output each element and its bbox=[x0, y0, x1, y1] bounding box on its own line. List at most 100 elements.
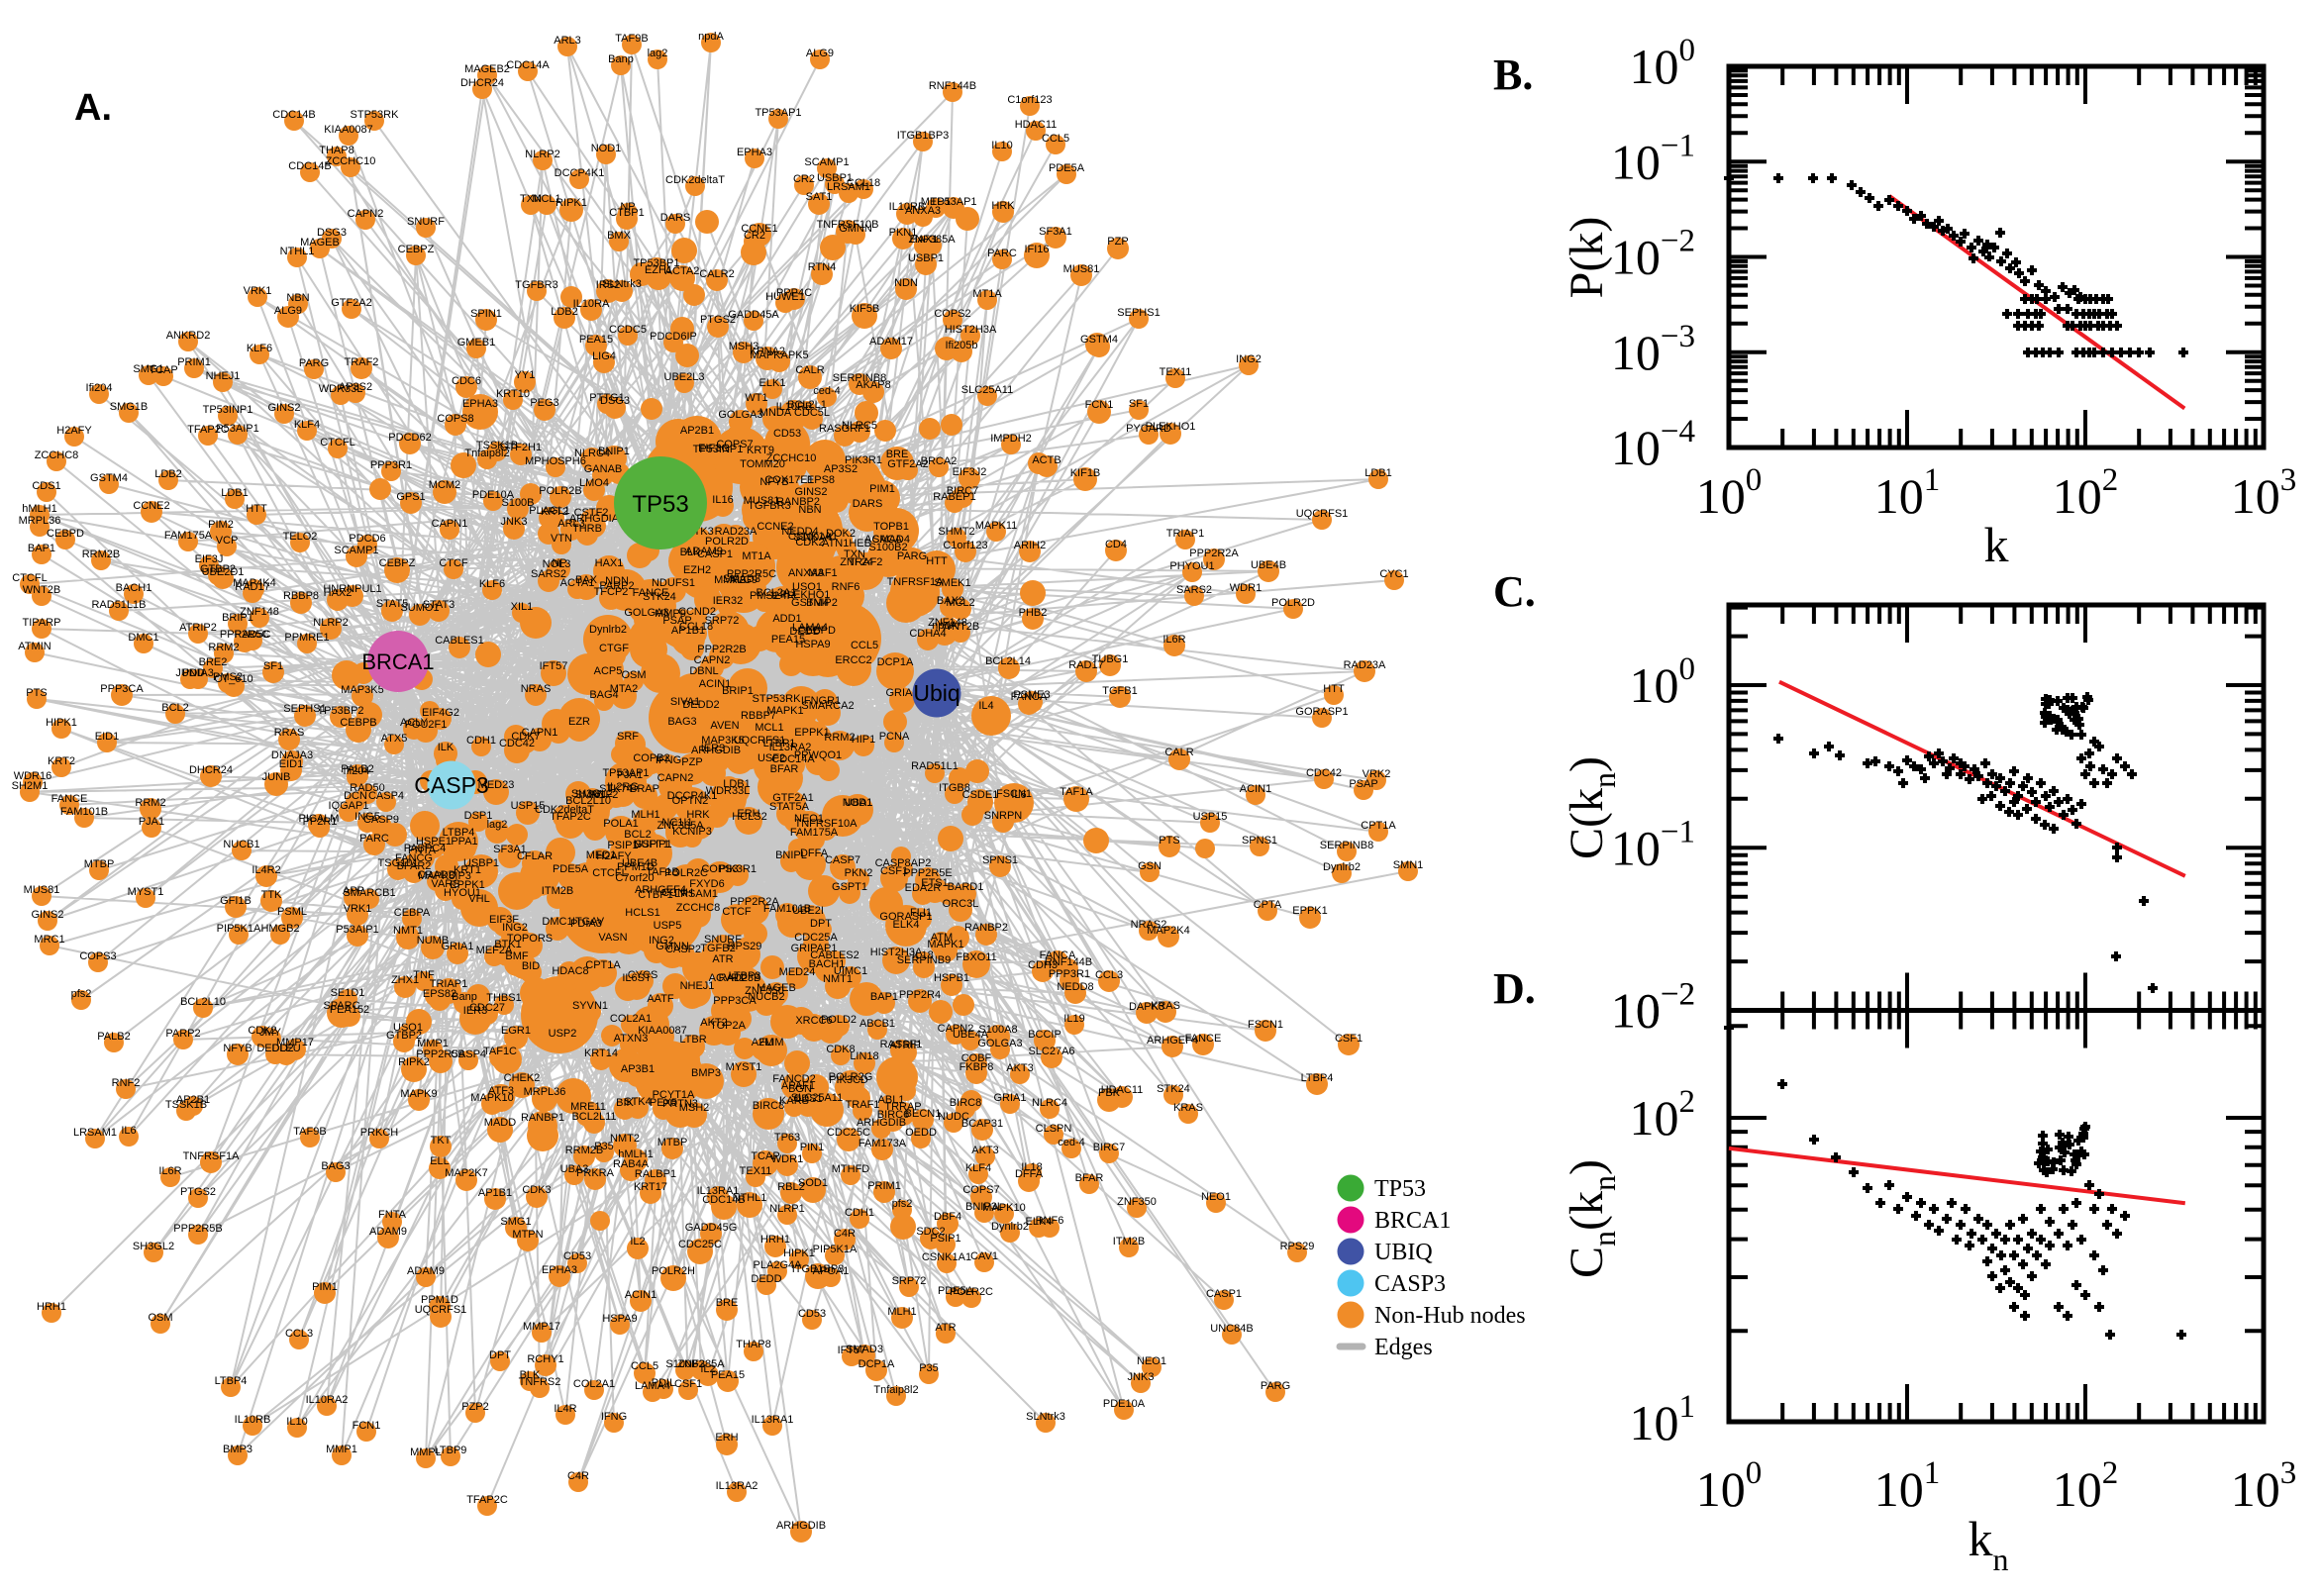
svg-text:A2M: A2M bbox=[752, 1037, 774, 1048]
svg-text:CDK2deltaT: CDK2deltaT bbox=[535, 804, 594, 816]
svg-text:EPPK1: EPPK1 bbox=[1292, 905, 1327, 917]
svg-text:UQCRFS1: UQCRFS1 bbox=[734, 735, 786, 747]
svg-text:PMS2: PMS2 bbox=[750, 590, 779, 602]
svg-text:SMN1: SMN1 bbox=[1393, 859, 1424, 871]
svg-text:MEF2A: MEF2A bbox=[476, 945, 513, 956]
svg-text:BAP1: BAP1 bbox=[870, 991, 898, 1003]
svg-text:PALB2: PALB2 bbox=[341, 763, 373, 775]
svg-text:ANXA3: ANXA3 bbox=[788, 567, 824, 579]
svg-text:PSAP: PSAP bbox=[1349, 778, 1377, 790]
svg-text:ZNF385A: ZNF385A bbox=[677, 1358, 725, 1370]
svg-text:SRF: SRF bbox=[617, 731, 639, 743]
svg-text:GTBP2: GTBP2 bbox=[386, 1030, 422, 1042]
svg-text:CAPN1: CAPN1 bbox=[432, 518, 468, 530]
svg-text:IL4: IL4 bbox=[978, 700, 993, 712]
svg-text:EPHA3: EPHA3 bbox=[737, 147, 772, 158]
svg-text:WNT2B: WNT2B bbox=[942, 621, 980, 633]
svg-text:LDB1: LDB1 bbox=[1364, 467, 1392, 479]
svg-text:BCL2A1: BCL2A1 bbox=[757, 587, 797, 599]
svg-text:npdA: npdA bbox=[698, 31, 724, 43]
svg-text:P35: P35 bbox=[919, 1362, 939, 1374]
svg-text:USO1: USO1 bbox=[792, 581, 822, 593]
svg-text:ADAM9: ADAM9 bbox=[369, 1226, 407, 1238]
svg-text:TNFRSF10A: TNFRSF10A bbox=[795, 818, 858, 830]
svg-text:FANCD2: FANCD2 bbox=[772, 1073, 815, 1085]
svg-text:MLH1: MLH1 bbox=[631, 809, 659, 821]
svg-text:CSF1: CSF1 bbox=[674, 1378, 702, 1390]
svg-text:KPNA2: KPNA2 bbox=[750, 346, 785, 357]
svg-text:VHL: VHL bbox=[468, 893, 489, 905]
svg-text:NHEJ1: NHEJ1 bbox=[206, 370, 241, 382]
svg-text:CDHA4: CDHA4 bbox=[909, 628, 946, 640]
svg-text:FANCA: FANCA bbox=[1040, 949, 1076, 961]
svg-text:GMNN: GMNN bbox=[839, 223, 872, 235]
svg-text:10−2: 10−2 bbox=[1611, 977, 1695, 1039]
svg-text:LMO4: LMO4 bbox=[579, 477, 609, 489]
svg-text:VASN: VASN bbox=[598, 932, 627, 944]
svg-text:BACH1: BACH1 bbox=[809, 958, 846, 970]
svg-text:LIN18: LIN18 bbox=[850, 1050, 878, 1062]
svg-text:Dynlrb2: Dynlrb2 bbox=[991, 1221, 1029, 1233]
svg-text:UQCRFS1: UQCRFS1 bbox=[415, 1304, 467, 1316]
svg-text:UBE4B: UBE4B bbox=[622, 857, 657, 869]
svg-text:CPT1A: CPT1A bbox=[585, 959, 621, 971]
svg-text:PJA1: PJA1 bbox=[617, 769, 643, 781]
svg-text:BCL2L1: BCL2L1 bbox=[787, 399, 827, 411]
svg-text:ETS1: ETS1 bbox=[921, 877, 949, 889]
svg-text:IL2RG: IL2RG bbox=[607, 781, 639, 793]
svg-text:GANAB: GANAB bbox=[584, 463, 623, 475]
svg-text:NUFIP1: NUFIP1 bbox=[633, 839, 671, 850]
svg-text:ATR: ATR bbox=[935, 1322, 956, 1334]
svg-text:ZNF148: ZNF148 bbox=[240, 606, 279, 618]
svg-text:GRIA2: GRIA2 bbox=[885, 687, 918, 699]
svg-text:ILK: ILK bbox=[438, 742, 454, 753]
svg-text:PMS2: PMS2 bbox=[213, 671, 243, 683]
svg-text:ING2: ING2 bbox=[502, 922, 528, 934]
svg-text:TTK: TTK bbox=[261, 889, 282, 901]
svg-text:CAPN2: CAPN2 bbox=[694, 654, 731, 666]
svg-text:ACIN1: ACIN1 bbox=[699, 678, 731, 690]
svg-text:NEO1: NEO1 bbox=[794, 813, 824, 825]
svg-text:SPNS1: SPNS1 bbox=[982, 854, 1018, 866]
svg-text:COPS8: COPS8 bbox=[437, 413, 473, 425]
svg-text:GTF2A2: GTF2A2 bbox=[331, 297, 372, 309]
svg-text:FAM175A: FAM175A bbox=[164, 530, 213, 542]
svg-text:GINS2: GINS2 bbox=[267, 402, 300, 414]
svg-text:SARS2: SARS2 bbox=[531, 568, 566, 580]
svg-text:NOL3: NOL3 bbox=[543, 558, 571, 570]
svg-text:HIST2H3A: HIST2H3A bbox=[870, 947, 923, 958]
svg-text:S100B2: S100B2 bbox=[665, 1358, 704, 1370]
svg-text:NEDD8: NEDD8 bbox=[1057, 981, 1093, 993]
svg-text:CCL5: CCL5 bbox=[631, 1360, 658, 1372]
svg-text:SCAMP1: SCAMP1 bbox=[334, 545, 378, 556]
svg-text:GTF2H1: GTF2H1 bbox=[500, 442, 542, 453]
svg-text:102: 102 bbox=[1630, 1084, 1696, 1146]
svg-text:JMY: JMY bbox=[259, 1027, 282, 1039]
svg-text:HIST2H3A: HIST2H3A bbox=[945, 324, 997, 336]
svg-text:FNTA: FNTA bbox=[378, 1209, 407, 1221]
svg-text:EPS8: EPS8 bbox=[807, 474, 835, 486]
svg-text:TP53: TP53 bbox=[632, 491, 688, 518]
svg-text:CDS1: CDS1 bbox=[32, 480, 60, 492]
svg-text:RNF2: RNF2 bbox=[590, 789, 619, 801]
svg-text:KRT1: KRT1 bbox=[454, 864, 481, 876]
svg-text:H2AFY: H2AFY bbox=[56, 425, 92, 437]
svg-text:PPP2R2A: PPP2R2A bbox=[730, 896, 779, 908]
svg-text:GMEB1: GMEB1 bbox=[457, 337, 496, 349]
svg-text:MRPL36: MRPL36 bbox=[19, 515, 61, 527]
svg-text:TNF: TNF bbox=[413, 969, 435, 981]
svg-text:TNFRS2: TNFRS2 bbox=[519, 1376, 561, 1388]
svg-text:RRM2: RRM2 bbox=[135, 797, 165, 809]
svg-text:COPS7: COPS7 bbox=[716, 439, 753, 450]
svg-text:TNFRSF1A: TNFRSF1A bbox=[887, 576, 945, 588]
svg-text:BAG3: BAG3 bbox=[667, 716, 696, 728]
svg-text:YY1: YY1 bbox=[515, 369, 536, 381]
svg-text:CALR2: CALR2 bbox=[699, 268, 734, 280]
svg-text:NBN: NBN bbox=[798, 504, 821, 516]
svg-text:Non-Hub nodes: Non-Hub nodes bbox=[1374, 1303, 1526, 1329]
svg-text:BNIP3L: BNIP3L bbox=[965, 1201, 1003, 1213]
svg-text:CASP4: CASP4 bbox=[451, 1048, 486, 1060]
svg-text:FAM101B: FAM101B bbox=[60, 806, 108, 818]
svg-text:IMPDH2: IMPDH2 bbox=[990, 433, 1032, 445]
svg-text:RANBP2: RANBP2 bbox=[776, 496, 820, 508]
